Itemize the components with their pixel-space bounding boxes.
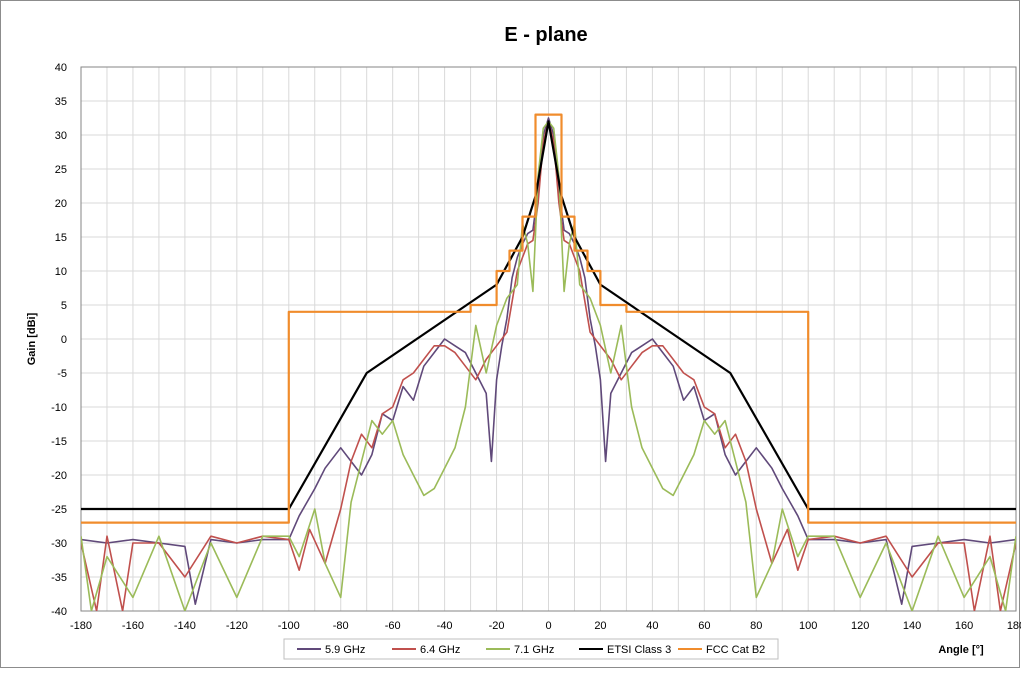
y-tick-label: -30 — [51, 538, 67, 550]
x-axis-label: Angle [°] — [938, 644, 984, 656]
y-tick-label: 20 — [55, 198, 67, 210]
y-tick-label: -5 — [57, 368, 67, 380]
legend-entry: 7.1 GHz — [514, 644, 554, 656]
y-tick-label: 10 — [55, 266, 67, 278]
series-line-etsi-class-3 — [81, 120, 1016, 511]
x-tick-label: -40 — [437, 620, 453, 632]
legend-entry: 5.9 GHz — [325, 644, 365, 656]
y-tick-label: -40 — [51, 606, 67, 618]
series-lines — [81, 113, 1016, 611]
y-axis-label: Gain [dBi] — [26, 312, 38, 365]
x-tick-label: 160 — [955, 620, 973, 632]
legend-entry: FCC Cat B2 — [706, 644, 765, 656]
x-tick-label: 80 — [750, 620, 762, 632]
grid — [80, 66, 1017, 612]
x-tick-label: -180 — [70, 620, 92, 632]
plot-area — [80, 66, 1017, 612]
y-tick-label: -35 — [51, 572, 67, 584]
y-tick-label: 35 — [55, 96, 67, 108]
y-axis-ticks: -40 -35 -30 -25 -20 -15 -10 -5 0 5 10 15 20 25 30 35 40 — [51, 62, 67, 618]
chart-title: E - plane — [504, 24, 587, 46]
x-tick-label: -20 — [489, 620, 505, 632]
legend-entry: 6.4 GHz — [420, 644, 460, 656]
series-line-fcc-cat-b2 — [81, 113, 1016, 524]
x-tick-label: -100 — [278, 620, 300, 632]
y-tick-label: 25 — [55, 164, 67, 176]
x-tick-label: 140 — [903, 620, 921, 632]
x-tick-label: 20 — [594, 620, 606, 632]
y-tick-label: 5 — [61, 300, 67, 312]
x-tick-label: 60 — [698, 620, 710, 632]
legend-entry: ETSI Class 3 — [607, 644, 671, 656]
y-tick-label: -25 — [51, 504, 67, 516]
y-tick-label: -10 — [51, 402, 67, 414]
x-tick-label: 100 — [799, 620, 817, 632]
x-tick-label: 0 — [545, 620, 551, 632]
x-tick-label: 40 — [646, 620, 658, 632]
x-tick-label: -160 — [122, 620, 144, 632]
y-tick-label: 30 — [55, 130, 67, 142]
legend: 5.9 GHz 6.4 GHz 7.1 GHz ETSI Class 3 FCC Cat… — [283, 638, 779, 660]
y-tick-label: 0 — [61, 334, 67, 346]
series-line-5-9-ghz — [81, 117, 1016, 606]
x-axis-ticks: -180 -160 -140 -120 -100 -80 -60 -40 -20 0 20 40 60 8… — [70, 620, 1021, 632]
x-tick-label: -60 — [385, 620, 401, 632]
y-tick-label: 15 — [55, 232, 67, 244]
legend-box — [283, 638, 779, 660]
x-tick-label: -140 — [174, 620, 196, 632]
y-tick-label: -15 — [51, 436, 67, 448]
x-tick-label: 120 — [851, 620, 869, 632]
x-tick-label: 180 — [1007, 620, 1021, 632]
x-tick-label: -120 — [226, 620, 248, 632]
y-tick-label: 40 — [55, 62, 67, 74]
y-tick-label: -20 — [51, 470, 67, 482]
x-tick-label: -80 — [333, 620, 349, 632]
